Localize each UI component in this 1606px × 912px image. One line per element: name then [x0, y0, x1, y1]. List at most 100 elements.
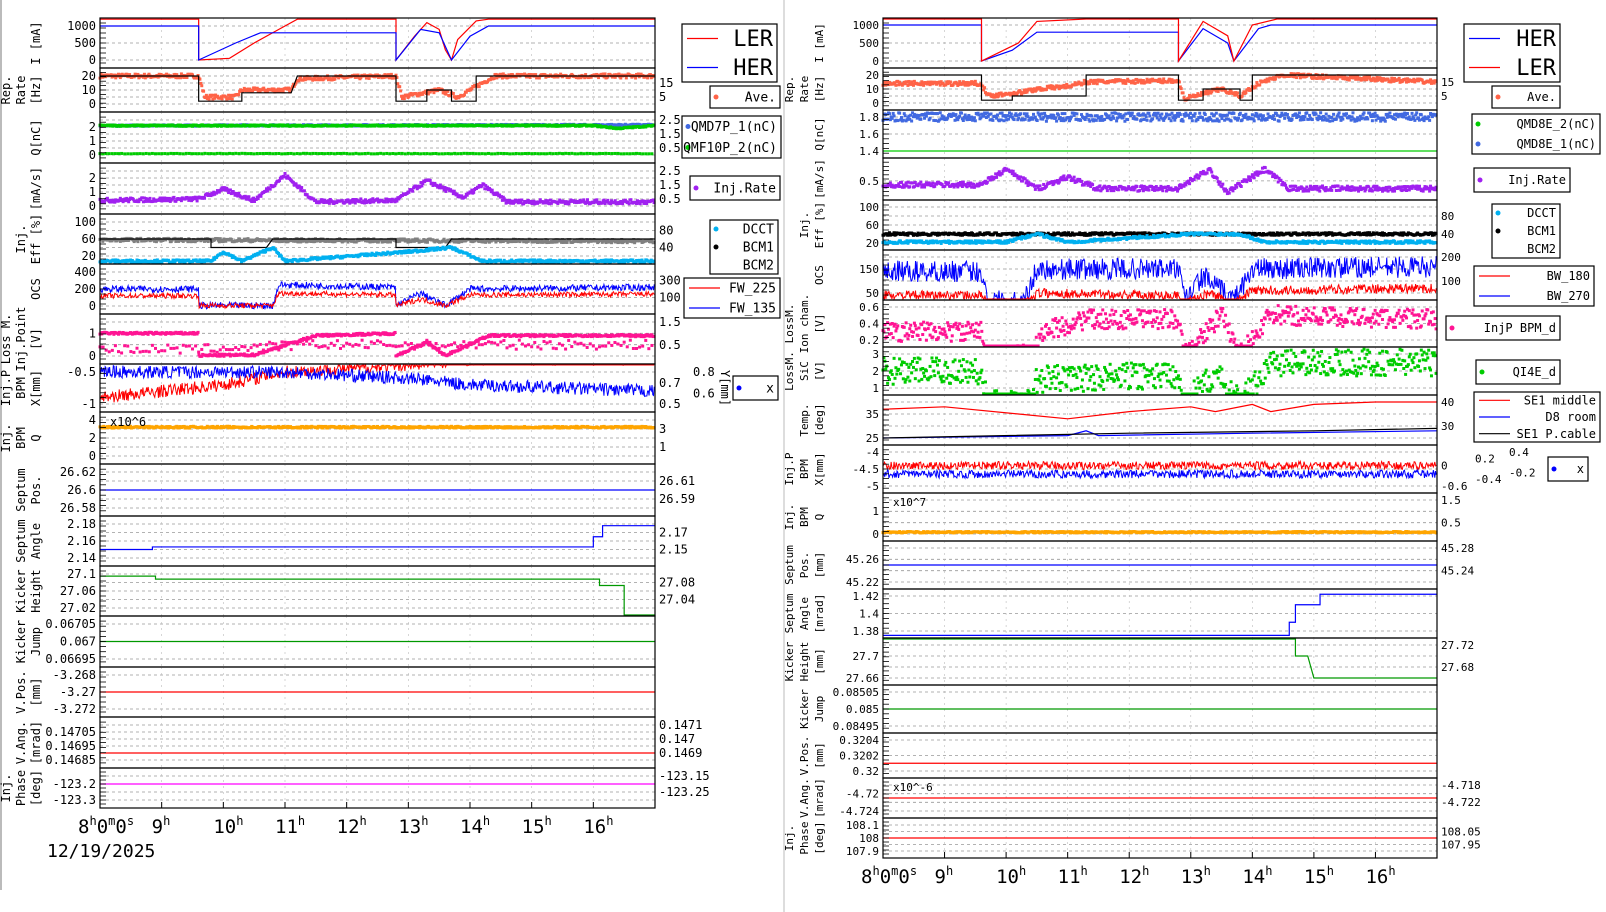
data-point [492, 334, 496, 338]
data-point [141, 152, 145, 156]
data-point [175, 73, 179, 77]
data-point [223, 186, 227, 190]
data-point [576, 342, 580, 346]
data-point [492, 76, 496, 80]
series-trace [99, 281, 655, 311]
data-point [459, 343, 463, 347]
data-point [564, 151, 568, 155]
data-point [292, 238, 296, 242]
data-point [222, 237, 226, 241]
data-point [286, 174, 290, 178]
data-point [241, 239, 245, 243]
y-axis-label: Q[nC] [29, 119, 43, 155]
data-point [500, 198, 504, 202]
data-point [320, 345, 324, 349]
data-point [191, 73, 194, 77]
data-point [218, 348, 222, 352]
data-point [278, 89, 282, 93]
data-point [623, 198, 627, 202]
y-axis-label: X[mm] [29, 370, 43, 406]
legend-dot-icon [685, 145, 691, 150]
data-point [443, 152, 447, 156]
data-point [230, 97, 234, 101]
y-tick-label: 40 [659, 241, 673, 255]
data-point [359, 197, 363, 201]
data-point [234, 346, 238, 350]
data-point [465, 345, 469, 349]
y-tick-label: 0 [89, 97, 96, 111]
data-point [121, 239, 125, 243]
data-point [308, 258, 312, 262]
data-point [274, 152, 278, 156]
data-point [397, 197, 401, 201]
data-point [502, 258, 506, 262]
data-point [160, 260, 164, 264]
data-point [314, 344, 318, 348]
data-point [217, 190, 221, 194]
data-point [247, 195, 251, 199]
y-tick-label: 500 [74, 36, 96, 50]
data-point [563, 202, 567, 206]
data-point [150, 343, 154, 347]
data-point [326, 334, 330, 338]
data-point [610, 343, 614, 347]
data-point [154, 260, 158, 264]
series-trace-2 [98, 338, 654, 355]
data-point [103, 200, 107, 204]
data-point [257, 87, 261, 91]
data-point [174, 199, 178, 203]
data-point [418, 185, 422, 189]
data-point [413, 151, 416, 155]
data-point [484, 240, 488, 244]
data-point [114, 76, 118, 80]
data-point [139, 198, 143, 202]
data-point [166, 199, 170, 203]
data-point [612, 73, 616, 77]
data-point [501, 195, 505, 199]
data-point [258, 152, 262, 156]
y-axis-label: Rate [14, 76, 28, 105]
data-point [487, 340, 490, 344]
data-point [354, 342, 358, 346]
data-point [158, 196, 162, 200]
y-tick-label: -1 [82, 397, 96, 411]
data-point [215, 191, 219, 195]
data-point [215, 255, 219, 259]
data-point [400, 193, 404, 197]
data-point [635, 202, 638, 206]
data-point [258, 342, 262, 346]
data-point [221, 345, 225, 349]
legend-label: LER [733, 27, 773, 52]
data-point [419, 152, 423, 156]
data-point [450, 245, 453, 249]
y-tick-label: 0.5 [659, 141, 681, 155]
data-point [617, 72, 621, 76]
data-point [428, 248, 432, 252]
y-tick-label: 1.5 [659, 315, 681, 329]
legend: Inj.Rate [689, 175, 781, 201]
y-tick-label: 10 [82, 83, 96, 97]
data-point [285, 176, 289, 180]
data-point [437, 186, 441, 190]
data-point [451, 192, 455, 196]
data-point [218, 151, 222, 155]
data-point [184, 344, 188, 348]
data-point [255, 86, 259, 90]
data-point [215, 94, 219, 98]
data-point [643, 260, 647, 264]
data-point [121, 200, 125, 204]
data-point [457, 240, 461, 244]
data-point [178, 76, 182, 80]
data-point [421, 182, 425, 186]
data-point [589, 335, 593, 339]
data-point [191, 197, 194, 201]
y-axis-label: Eff [%] [29, 214, 43, 265]
data-point [288, 90, 292, 94]
data-point [528, 335, 532, 339]
data-point [277, 87, 281, 91]
data-point [577, 200, 581, 204]
data-point [644, 152, 648, 156]
data-point [487, 259, 490, 263]
data-point [320, 152, 324, 156]
data-point [441, 91, 445, 95]
